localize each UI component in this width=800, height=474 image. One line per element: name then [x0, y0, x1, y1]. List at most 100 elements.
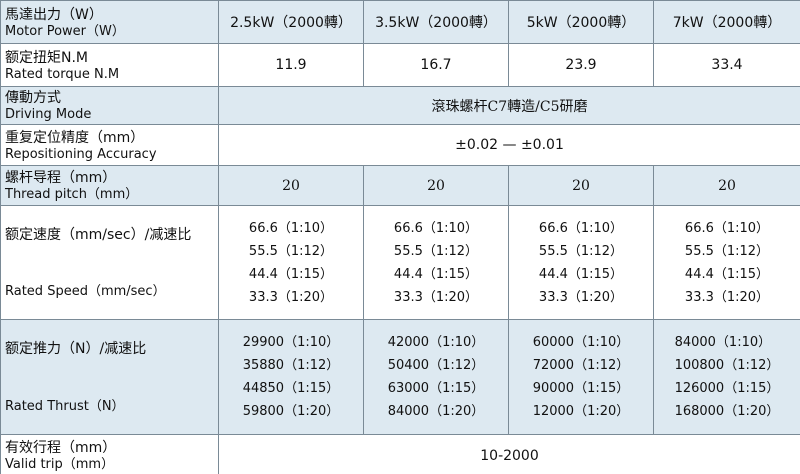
- value-line: 168000（1:20）: [674, 404, 780, 419]
- value-list: 66.6（1:10） 55.5（1:12） 44.4（1:15） 33.3（1:20）: [249, 217, 333, 309]
- value-text: 3.5kW（2000轉）: [375, 15, 497, 31]
- value-cell: 66.6（1:10） 55.5（1:12） 44.4（1:15） 33.3（1:20）: [653, 205, 800, 320]
- value-text: 10-2000: [480, 447, 539, 464]
- value-cell: 66.6（1:10） 55.5（1:12） 44.4（1:15） 33.3（1:20）: [363, 205, 509, 320]
- value-cell: 66.6（1:10） 55.5（1:12） 44.4（1:15） 33.3（1:20）: [508, 205, 654, 320]
- value-line: 60000（1:10）: [532, 335, 630, 350]
- value-text: 20: [282, 177, 300, 194]
- row-label: 螺杆导程（mm） Thread pitch（mm）: [0, 165, 219, 206]
- value-list: 42000（1:10） 50400（1:12） 63000（1:15） 84000（1…: [388, 331, 485, 423]
- value-line: 50400（1:12）: [387, 358, 485, 373]
- label-zh: 螺杆导程（mm）: [5, 170, 117, 186]
- label-en: Rated torque N.M: [5, 66, 120, 82]
- value-list: 66.6（1:10） 55.5（1:12） 44.4（1:15） 33.3（1:20）: [539, 217, 623, 309]
- value-cell: 滾珠螺杆C7轉造/C5研磨: [218, 86, 800, 125]
- value-cell: 11.9: [218, 43, 364, 87]
- value-list: 66.6（1:10） 55.5（1:12） 44.4（1:15） 33.3（1:20）: [685, 217, 769, 309]
- value-cell: 2.5kW（2000轉）: [218, 0, 364, 44]
- value-line: 42000（1:10）: [387, 335, 485, 350]
- label-en: Thread pitch（mm）: [5, 187, 139, 202]
- value-line: 55.5（1:12）: [248, 243, 334, 259]
- value-line: 44.4（1:15）: [248, 266, 334, 282]
- value-cell: 20: [218, 165, 364, 206]
- value-line: 44.4（1:15）: [684, 266, 770, 282]
- value-text: 11.9: [275, 57, 307, 73]
- value-text: 2.5kW（2000轉）: [230, 15, 352, 31]
- row-label: 有效行程（mm） Valid trip（mm）: [0, 434, 219, 474]
- value-line: 84000（1:10）: [674, 335, 772, 350]
- table-row: 重复定位精度（mm） Repositioning Accuracy ±0.02 — …: [0, 124, 800, 166]
- value-cell: 20: [653, 165, 800, 206]
- label-box: 额定推力（N）/减速比 Rated Thrust（N）: [5, 320, 212, 434]
- value-line: 66.6（1:10）: [538, 220, 624, 236]
- value-line: 66.6（1:10）: [393, 220, 479, 236]
- value-text: 20: [572, 177, 590, 194]
- value-line: 55.5（1:12）: [393, 243, 479, 259]
- value-line: 44.4（1:15）: [538, 266, 624, 282]
- label-zh: 重复定位精度（mm）: [5, 129, 145, 146]
- label-zh: 额定推力（N）/减速比: [5, 341, 147, 358]
- row-label: 重复定位精度（mm） Repositioning Accuracy: [0, 124, 219, 166]
- value-cell: 42000（1:10） 50400（1:12） 63000（1:15） 84000（1…: [363, 319, 509, 435]
- value-line: 126000（1:15）: [674, 381, 780, 396]
- value-text: 5kW（2000轉）: [526, 15, 636, 31]
- table-row: 额定扭矩N.M Rated torque N.M 11.9 16.7 23.9 33.4: [0, 43, 800, 87]
- value-cell: ±0.02 — ±0.01: [218, 124, 800, 166]
- value-text: 20: [718, 177, 736, 194]
- label-zh: 傳動方式: [5, 90, 61, 106]
- value-cell: 20: [508, 165, 654, 206]
- label-zh: 有效行程（mm）: [5, 440, 117, 456]
- value-line: 33.3（1:20）: [393, 289, 479, 305]
- row-label: 额定速度（mm/sec）/减速比 Rated Speed（mm/sec）: [0, 205, 219, 320]
- label-en: Driving Mode: [5, 107, 92, 122]
- label-en: Rated Speed（mm/sec）: [5, 284, 166, 299]
- label-en: Valid trip（mm）: [5, 457, 115, 472]
- value-cell: 29900（1:10） 35880（1:12） 44850（1:15） 59800（1…: [218, 319, 364, 435]
- row-label: 傳動方式 Driving Mode: [0, 86, 219, 125]
- value-line: 12000（1:20）: [532, 404, 630, 419]
- value-cell: 33.4: [653, 43, 800, 87]
- value-list: 84000（1:10） 100800（1:12） 126000（1:15） 16800…: [675, 331, 780, 423]
- value-text: 33.4: [711, 57, 743, 73]
- label-en: Rated Thrust（N）: [5, 398, 125, 414]
- value-cell: 23.9: [508, 43, 654, 87]
- label-en: Repositioning Accuracy: [5, 146, 157, 162]
- value-cell: 60000（1:10） 72000（1:12） 90000（1:15） 12000（1…: [508, 319, 654, 435]
- value-list: 66.6（1:10） 55.5（1:12） 44.4（1:15） 33.3（1:20）: [394, 217, 478, 309]
- row-label: 馬達出力（W） Motor Power（W）: [0, 0, 219, 44]
- value-line: 100800（1:12）: [674, 358, 780, 373]
- label-zh: 额定扭矩N.M: [5, 49, 89, 66]
- value-line: 44850（1:15）: [242, 381, 340, 396]
- value-line: 33.3（1:20）: [538, 289, 624, 305]
- value-line: 35880（1:12）: [242, 358, 340, 373]
- value-cell: 10-2000: [218, 434, 800, 474]
- value-text: 23.9: [565, 57, 597, 73]
- value-cell: 66.6（1:10） 55.5（1:12） 44.4（1:15） 33.3（1:20）: [218, 205, 364, 320]
- value-line: 66.6（1:10）: [684, 220, 770, 236]
- table-row: 傳動方式 Driving Mode 滾珠螺杆C7轉造/C5研磨: [0, 86, 800, 125]
- value-cell: 16.7: [363, 43, 509, 87]
- value-line: 55.5（1:12）: [538, 243, 624, 259]
- value-list: 60000（1:10） 72000（1:12） 90000（1:15） 12000（1…: [533, 331, 630, 423]
- table-row: 额定速度（mm/sec）/减速比 Rated Speed（mm/sec） 66.6（…: [0, 205, 800, 320]
- value-cell: 7kW（2000轉）: [653, 0, 800, 44]
- value-line: 66.6（1:10）: [248, 220, 334, 236]
- value-line: 44.4（1:15）: [393, 266, 479, 282]
- value-line: 63000（1:15）: [387, 381, 485, 396]
- value-text: 滾珠螺杆C7轉造/C5研磨: [431, 98, 588, 115]
- value-text: 20: [427, 177, 445, 194]
- value-cell: 3.5kW（2000轉）: [363, 0, 509, 44]
- value-list: 29900（1:10） 35880（1:12） 44850（1:15） 59800（1…: [243, 331, 340, 423]
- table-row: 螺杆导程（mm） Thread pitch（mm） 20 20 20 20: [0, 165, 800, 206]
- value-line: 59800（1:20）: [242, 404, 340, 419]
- value-line: 33.3（1:20）: [248, 289, 334, 305]
- value-line: 72000（1:12）: [532, 358, 630, 373]
- label-en: Motor Power（W）: [5, 23, 125, 39]
- table-row: 额定推力（N）/减速比 Rated Thrust（N） 29900（1:10） 358…: [0, 319, 800, 435]
- row-label: 额定扭矩N.M Rated torque N.M: [0, 43, 219, 87]
- value-cell: 5kW（2000轉）: [508, 0, 654, 44]
- value-text: 7kW（2000轉）: [672, 15, 782, 31]
- label-box: 额定速度（mm/sec）/减速比 Rated Speed（mm/sec）: [5, 206, 212, 319]
- value-line: 55.5（1:12）: [684, 243, 770, 259]
